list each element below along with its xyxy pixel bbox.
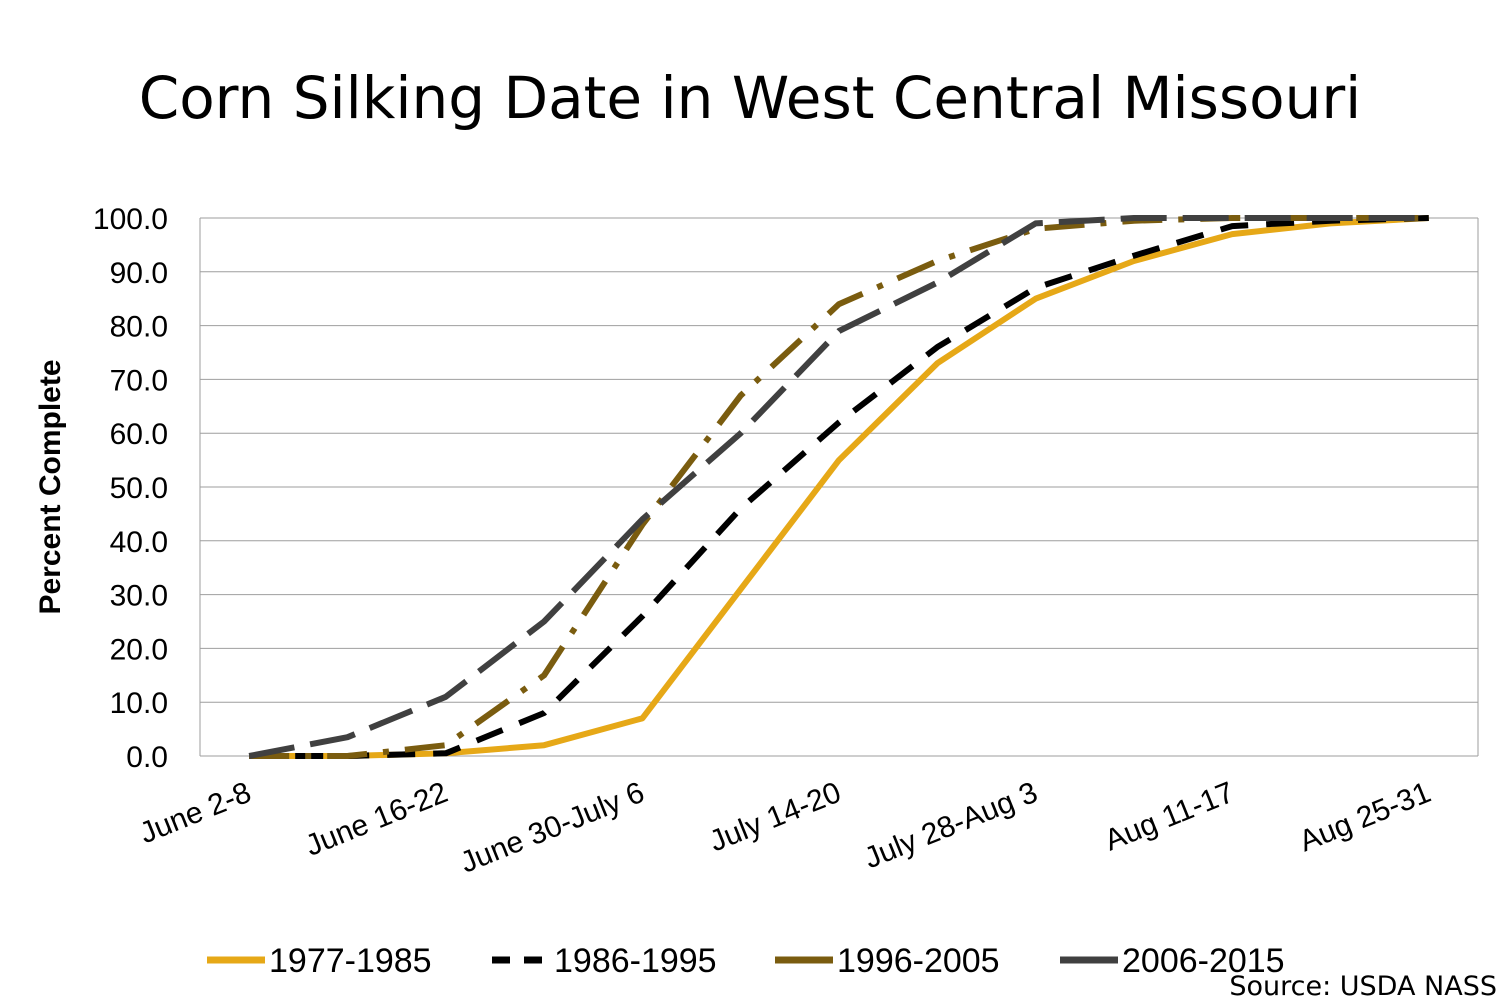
y-tick-label: 70.0 <box>110 364 168 397</box>
source-note: Source: USDA NASS <box>1229 971 1497 1000</box>
legend: 1977-1985 1986-1995 1996-2005 2006-2015 <box>207 942 1285 980</box>
gridlines <box>199 217 1479 757</box>
y-tick-label: 100.0 <box>93 203 168 236</box>
series-lines <box>248 215 1429 759</box>
x-tick-label: June 2-8 <box>135 776 256 850</box>
y-tick-label: 90.0 <box>110 257 168 290</box>
x-tick-labels: June 2-8 June 16-22 June 30-July 6 July 14-… <box>135 776 1435 880</box>
x-tick-label: Aug 25-31 <box>1295 776 1436 858</box>
y-tick-label: 40.0 <box>110 526 168 559</box>
x-tick-label: July 14-20 <box>705 776 846 858</box>
legend-label: 1977-1985 <box>269 942 432 980</box>
y-tick-label: 0.0 <box>126 741 168 774</box>
y-tick-label: 80.0 <box>110 311 168 344</box>
chart-title: Corn Silking Date in West Central Missou… <box>139 64 1362 132</box>
y-tick-label: 30.0 <box>110 580 168 613</box>
y-tick-label: 50.0 <box>110 472 168 505</box>
x-tick-label: July 28-Aug 3 <box>860 776 1042 875</box>
series-line-2006-2015 <box>248 215 1429 759</box>
y-axis-label: Percent Complete <box>34 359 67 614</box>
x-tick-label: June 30-July 6 <box>456 776 649 880</box>
series-line-1996-2005 <box>249 215 1429 759</box>
series-line-1986-1995 <box>249 215 1429 759</box>
y-tick-label: 10.0 <box>110 687 168 720</box>
x-tick-label: Aug 11-17 <box>1100 776 1239 858</box>
x-tick-label: June 16-22 <box>301 776 453 863</box>
y-tick-label: 20.0 <box>110 633 168 666</box>
y-tick-label: 60.0 <box>110 418 168 451</box>
legend-label: 2006-2015 <box>1122 942 1285 980</box>
legend-label: 1996-2005 <box>837 942 1000 980</box>
y-tick-labels: 0.0 10.0 20.0 30.0 40.0 50.0 60.0 70.0 80.0 90.0 1… <box>93 203 168 774</box>
legend-label: 1986-1995 <box>554 942 717 980</box>
